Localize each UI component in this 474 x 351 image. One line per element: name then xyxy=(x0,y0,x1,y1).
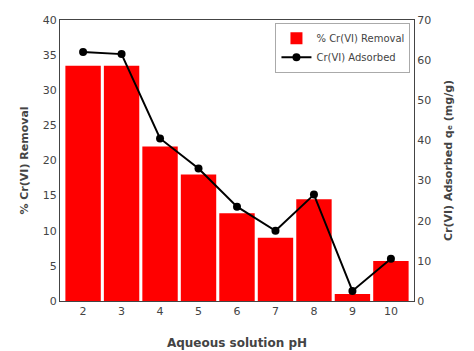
svg-text:9: 9 xyxy=(349,305,356,318)
svg-text:30: 30 xyxy=(43,84,57,97)
svg-text:8: 8 xyxy=(310,305,317,318)
svg-text:70: 70 xyxy=(417,14,431,27)
svg-text:40: 40 xyxy=(417,134,431,147)
svg-text:20: 20 xyxy=(43,154,57,167)
svg-text:0: 0 xyxy=(50,295,57,308)
svg-text:3: 3 xyxy=(118,305,125,318)
svg-text:4: 4 xyxy=(157,305,164,318)
svg-text:10: 10 xyxy=(384,305,398,318)
svg-text:Aqueous solution pH: Aqueous solution pH xyxy=(167,336,307,350)
svg-text:% Cr(VI) Removal: % Cr(VI) Removal xyxy=(316,33,404,44)
svg-text:Cr(VI) Adsorbed qₑ (mg/g): Cr(VI) Adsorbed qₑ (mg/g) xyxy=(442,80,455,241)
svg-text:0: 0 xyxy=(417,295,424,308)
svg-text:40: 40 xyxy=(43,14,57,27)
svg-text:6: 6 xyxy=(234,305,241,318)
svg-text:25: 25 xyxy=(43,119,57,132)
svg-text:30: 30 xyxy=(417,174,431,187)
svg-text:5: 5 xyxy=(195,305,202,318)
svg-text:50: 50 xyxy=(417,94,431,107)
svg-text:20: 20 xyxy=(417,215,431,228)
svg-text:15: 15 xyxy=(43,189,57,202)
svg-text:10: 10 xyxy=(43,225,57,238)
svg-text:35: 35 xyxy=(43,49,57,62)
svg-text:60: 60 xyxy=(417,54,431,67)
svg-text:2: 2 xyxy=(80,305,87,318)
svg-text:10: 10 xyxy=(417,255,431,268)
svg-text:7: 7 xyxy=(272,305,279,318)
svg-text:Cr(VI) Adsorbed: Cr(VI) Adsorbed xyxy=(316,52,395,63)
svg-text:5: 5 xyxy=(50,260,57,273)
svg-text:% Cr(VI) Removal: % Cr(VI) Removal xyxy=(18,106,31,214)
